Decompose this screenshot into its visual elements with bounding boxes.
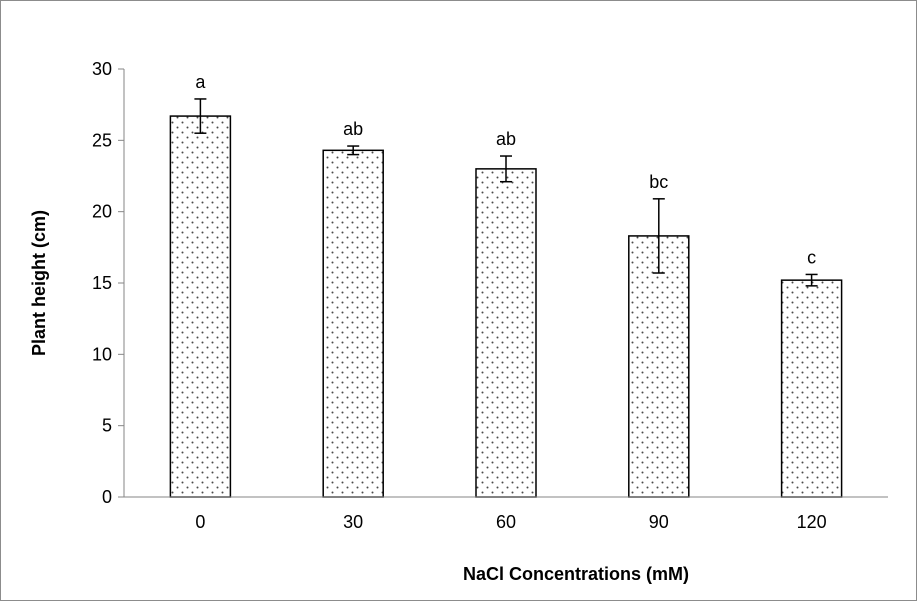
x-axis-title: NaCl Concentrations (mM) [463, 564, 689, 584]
y-tick-label: 0 [102, 487, 112, 507]
significance-label: ab [496, 129, 516, 149]
y-tick-label: 15 [92, 273, 112, 293]
x-tick-label: 0 [195, 512, 205, 532]
bars-group [169, 115, 843, 498]
significance-label: bc [649, 172, 668, 192]
y-tick-label: 20 [92, 202, 112, 222]
y-tick-label: 25 [92, 130, 112, 150]
x-axis-ticks: 0 30 60 90 120 [195, 512, 826, 532]
bar [322, 149, 384, 498]
bar [780, 279, 843, 498]
bar [628, 235, 690, 498]
significance-labels-group: a ab ab bc c [195, 72, 816, 267]
significance-label: a [195, 72, 206, 92]
x-tick-label: 30 [343, 512, 363, 532]
x-tick-label: 60 [496, 512, 516, 532]
x-tick-label: 120 [797, 512, 827, 532]
significance-label: c [807, 247, 816, 267]
y-axis-ticks: 0 5 10 15 20 25 30 [92, 59, 124, 507]
y-tick-label: 5 [102, 416, 112, 436]
error-bars-group [194, 98, 818, 287]
significance-label: ab [343, 119, 363, 139]
y-tick-label: 30 [92, 59, 112, 79]
bar [475, 168, 537, 498]
bar [169, 115, 232, 498]
y-tick-label: 10 [92, 344, 112, 364]
x-tick-label: 90 [649, 512, 669, 532]
y-axis-title: Plant height (cm) [29, 210, 49, 356]
